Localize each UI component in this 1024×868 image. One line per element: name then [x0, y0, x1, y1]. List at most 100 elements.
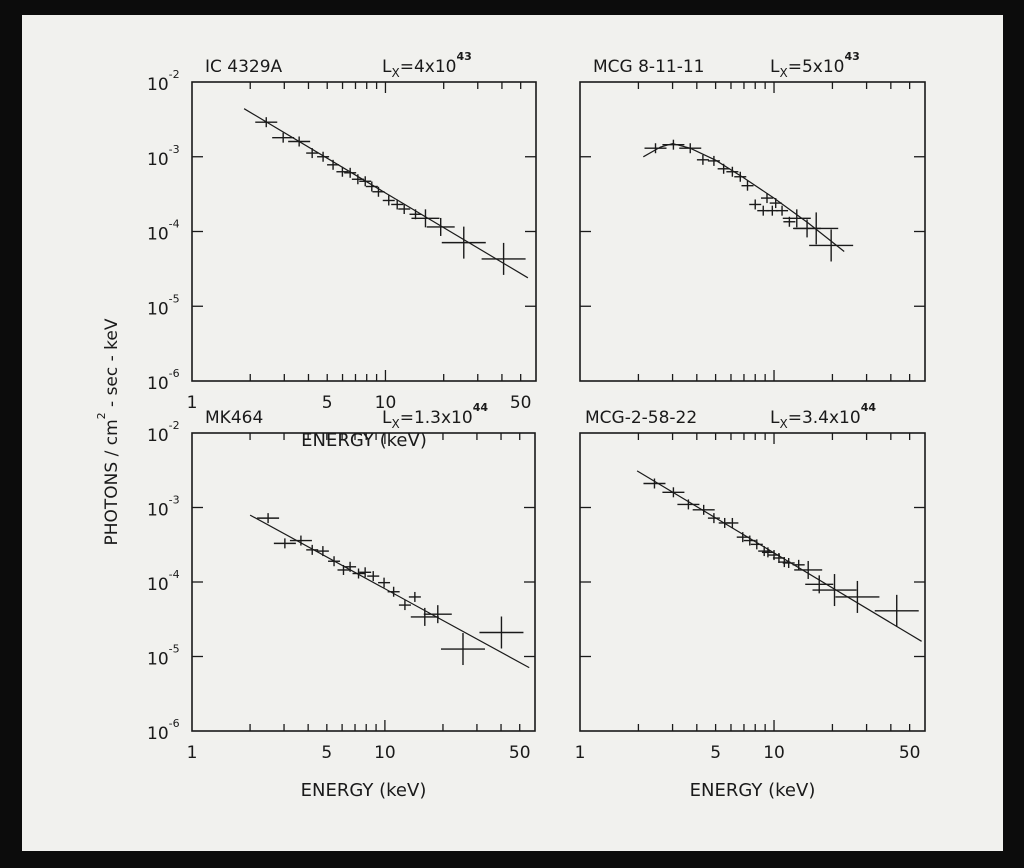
data-point — [749, 199, 762, 210]
data-point — [440, 633, 485, 666]
data-point — [874, 594, 919, 627]
data-point — [662, 487, 685, 498]
y-tick-label: 10-6 — [147, 367, 180, 394]
y-tick-label: 10-3 — [147, 494, 180, 521]
luminosity-label: LX=5x1043 — [770, 50, 860, 80]
y-tick-exponent: -4 — [169, 218, 180, 231]
data-point — [750, 539, 763, 550]
data-point — [782, 209, 811, 228]
luminosity-label: LX=3.4x1044 — [770, 401, 876, 431]
data-point — [409, 209, 422, 220]
x-tick-label: 50 — [510, 393, 532, 413]
data-point — [398, 600, 411, 611]
panel-title: MK464 — [205, 408, 263, 428]
x-tick-label: 10 — [375, 393, 397, 413]
plot-frame — [191, 81, 537, 382]
data-point — [707, 513, 720, 524]
data-point — [479, 616, 524, 649]
data-point — [809, 229, 854, 262]
luminosity-subscript: X — [391, 66, 399, 80]
x-tick-label: 50 — [509, 743, 531, 763]
y-tick-exponent: -4 — [169, 568, 180, 581]
x-axis-label: ENERGY (keV) — [301, 780, 427, 801]
luminosity-symbol: L — [382, 408, 392, 428]
data-point — [679, 143, 702, 154]
y-tick-base: 10 — [147, 501, 169, 521]
data-point — [411, 209, 440, 228]
y-tick-base: 10 — [147, 150, 169, 170]
data-point — [272, 132, 295, 143]
data-point — [273, 538, 296, 549]
data-point — [782, 557, 795, 568]
data-point — [288, 136, 311, 147]
data-point — [351, 174, 364, 185]
x-tick-label: 1 — [187, 743, 198, 763]
luminosity-exponent: 44 — [861, 401, 877, 414]
y-tick-exponent: -6 — [169, 367, 180, 380]
plot-frame — [579, 432, 926, 732]
data-point — [391, 199, 404, 210]
data-point — [717, 163, 730, 174]
data-point — [644, 143, 667, 154]
luminosity-label: LX=4x1043 — [382, 50, 472, 80]
y-tick-base: 10 — [147, 374, 169, 394]
data-point — [662, 139, 685, 150]
data-point — [726, 517, 739, 528]
luminosity-symbol: L — [770, 57, 780, 77]
luminosity-exponent: 44 — [473, 401, 489, 414]
luminosity-value: =5x10 — [788, 57, 845, 77]
model-curve — [243, 108, 529, 279]
data-point — [306, 544, 319, 555]
data-point — [776, 205, 789, 216]
plot-frame — [191, 432, 536, 732]
luminosity-label: LX=1.3x1044 — [382, 401, 488, 431]
data-point — [835, 580, 880, 613]
data-point — [696, 154, 709, 165]
model-curve — [643, 142, 845, 252]
data-point — [352, 568, 365, 579]
luminosity-exponent: 43 — [456, 50, 471, 63]
y-tick-base: 10 — [147, 650, 169, 670]
data-point — [707, 155, 720, 166]
data-point — [792, 559, 805, 570]
data-point — [423, 605, 452, 624]
luminosity-value: =1.3x10 — [400, 408, 473, 428]
x-tick-label: 1 — [187, 393, 198, 413]
data-point — [317, 151, 330, 162]
data-point — [327, 159, 340, 170]
luminosity-subscript: X — [779, 66, 787, 80]
plot-frame — [579, 81, 926, 382]
y-tick-base: 10 — [147, 299, 169, 319]
x-tick-label: 10 — [374, 743, 396, 763]
y-tick-exponent: -2 — [169, 68, 180, 81]
data-point — [677, 499, 700, 510]
data-point — [306, 148, 319, 159]
data-point — [255, 117, 278, 128]
y-axis-label-rest: - sec - keV — [102, 318, 122, 412]
y-tick-label: 10-2 — [147, 68, 180, 95]
data-point — [692, 504, 715, 515]
data-point — [382, 195, 395, 206]
data-point — [365, 181, 378, 192]
data-point — [769, 198, 782, 209]
panel-title: IC 4329A — [205, 57, 283, 77]
y-tick-exponent: -3 — [169, 494, 180, 507]
data-point — [812, 574, 857, 607]
luminosity-symbol: L — [770, 408, 780, 428]
panel-4: MCG-2-58-22 LX=3.4x1044 1 5 10 50 ENERGY (keV) — [575, 401, 926, 801]
y-tick-label: 10-2 — [147, 419, 180, 446]
data-point — [316, 546, 329, 557]
data-point — [410, 607, 439, 626]
y-tick-exponent: -6 — [169, 717, 180, 730]
data-point — [328, 556, 341, 567]
data-point — [344, 561, 357, 572]
data-point — [726, 166, 739, 177]
luminosity-subscript: X — [391, 417, 399, 431]
data-point — [743, 535, 756, 546]
data-point — [378, 577, 391, 588]
x-tick-label: 10 — [763, 743, 785, 763]
data-point — [359, 176, 372, 187]
